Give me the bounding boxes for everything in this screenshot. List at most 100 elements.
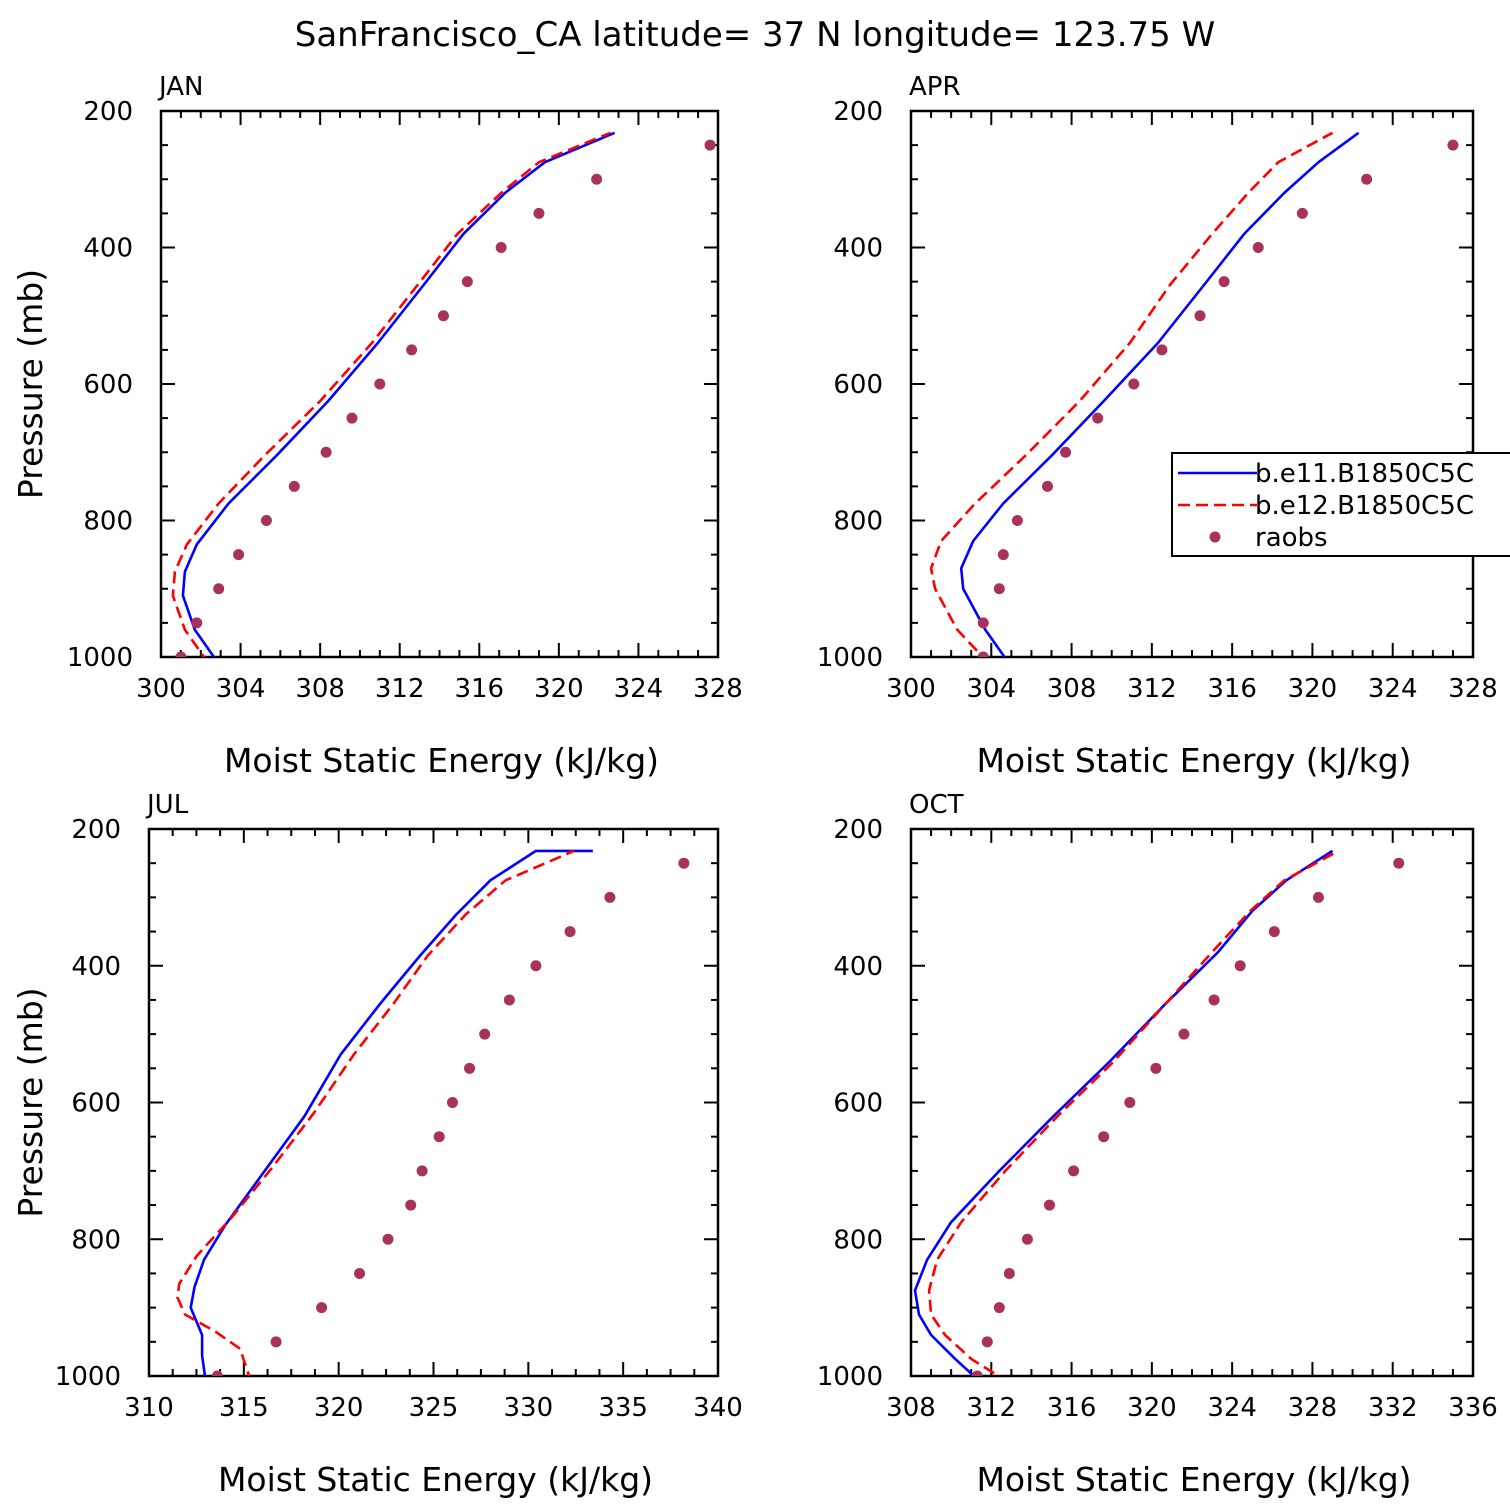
y-tick-label: 800 [833, 1225, 883, 1255]
raobs-point [233, 549, 245, 561]
plot-frame [159, 109, 720, 659]
x-tick-label: 324 [1207, 1393, 1257, 1423]
y-tick-label: 1000 [817, 1362, 883, 1392]
x-tick-label: 328 [1448, 674, 1498, 704]
x-tick-label: 312 [1127, 674, 1177, 704]
x-tick-label: 320 [1288, 674, 1338, 704]
raobs-point [1252, 242, 1264, 253]
x-tick-label: 332 [1368, 1393, 1418, 1423]
raobs-point [977, 617, 989, 629]
raobs-point [604, 891, 616, 903]
y-axis-label: Pressure (mb) [11, 987, 50, 1217]
series-group [913, 849, 1405, 1376]
raobs-point [1041, 480, 1053, 492]
x-axis-label: Moist Static Energy (kJ/kg) [976, 1460, 1411, 1499]
model2-line [171, 131, 612, 657]
x-tick-label: 312 [375, 674, 425, 704]
raobs-point [1312, 891, 1324, 903]
raobs-point [316, 1302, 328, 1314]
y-tick-label: 200 [833, 97, 883, 127]
y-tick-label: 200 [83, 97, 133, 127]
x-tick-label: 315 [219, 1393, 269, 1423]
y-tick-label: 1000 [817, 643, 883, 673]
raobs-point [1268, 926, 1280, 938]
y-tick-label: 800 [833, 507, 883, 537]
panel-label: APR [909, 72, 961, 102]
x-tick-label: 320 [314, 1393, 364, 1423]
x-tick-label: 328 [693, 674, 743, 704]
raobs-point [1218, 276, 1230, 288]
raobs-point [433, 1131, 445, 1143]
model2-line [176, 849, 575, 1376]
x-tick-label: 300 [136, 674, 186, 704]
raobs-point [1060, 446, 1072, 458]
raobs-point [981, 1336, 993, 1348]
raobs-point [1068, 1165, 1080, 1177]
raobs-point [464, 1062, 476, 1074]
plot-frame [909, 109, 1475, 659]
model1-line [181, 131, 616, 657]
panel-label: JAN [157, 72, 203, 102]
raobs-point [591, 173, 603, 185]
raobs-point [288, 480, 300, 492]
raobs-point [1156, 344, 1168, 356]
plot-frame [147, 827, 720, 1378]
raobs-point [993, 1302, 1005, 1314]
raobs-point [191, 617, 203, 629]
raobs-point [1092, 412, 1104, 424]
legend-label: raobs [1255, 523, 1328, 553]
y-tick-label: 200 [833, 815, 883, 845]
raobs-point [997, 549, 1009, 561]
panel-apr: APR 300 304 308 312 316 320 324 328 200 400 600 800 1… [817, 72, 1498, 780]
panel-label: JUL [145, 790, 189, 820]
raobs-point [461, 276, 473, 288]
model1-line [959, 131, 1360, 657]
plot-frame [909, 827, 1475, 1378]
y-tick-label: 600 [833, 1089, 883, 1119]
raobs-point [1098, 1131, 1110, 1143]
raobs-point [211, 1370, 223, 1376]
panel-oct: OCT 308 312 316 320 324 328 332 336 200 400 600 800 1… [817, 790, 1498, 1499]
legend-label: b.e11.B1850C5C [1255, 459, 1474, 489]
raobs-point [495, 242, 507, 253]
legend-label: b.e12.B1850C5C [1255, 491, 1474, 521]
legend-box [1171, 452, 1510, 557]
y-tick-label: 600 [83, 370, 133, 400]
series-group [929, 131, 1459, 657]
y-tick-label: 800 [83, 507, 133, 537]
model2-line [929, 131, 1334, 657]
raobs-point [260, 515, 272, 526]
raobs-point [406, 344, 418, 356]
raobs-point [1003, 1267, 1015, 1279]
raobs-point [213, 583, 225, 595]
x-tick-label: 300 [886, 674, 936, 704]
x-axis-label: Moist Static Energy (kJ/kg) [224, 741, 659, 780]
x-tick-label: 316 [1047, 1393, 1097, 1423]
model1-line [913, 849, 1334, 1376]
raobs-point [354, 1267, 366, 1279]
model2-line [927, 849, 1340, 1376]
x-tick-label: 330 [504, 1393, 554, 1423]
raobs-point [678, 857, 690, 869]
raobs-point [1447, 139, 1459, 151]
x-tick-label: 312 [966, 1393, 1016, 1423]
y-tick-label: 400 [833, 952, 883, 982]
y-tick-label: 600 [833, 370, 883, 400]
x-tick-label: 328 [1288, 1393, 1338, 1423]
y-tick-label: 400 [833, 234, 883, 264]
raobs-point [446, 1097, 458, 1108]
x-tick-label: 308 [1047, 674, 1097, 704]
raobs-point [1194, 310, 1206, 322]
x-tick-label: 304 [966, 674, 1016, 704]
raobs-point [175, 651, 187, 657]
raobs-point [270, 1336, 282, 1348]
series-group [176, 849, 690, 1376]
y-tick-label: 400 [83, 234, 133, 264]
x-tick-label: 340 [693, 1393, 743, 1423]
x-tick-label: 310 [124, 1393, 174, 1423]
raobs-point [704, 139, 716, 151]
raobs-point [530, 960, 542, 972]
raobs-point [1208, 994, 1220, 1006]
